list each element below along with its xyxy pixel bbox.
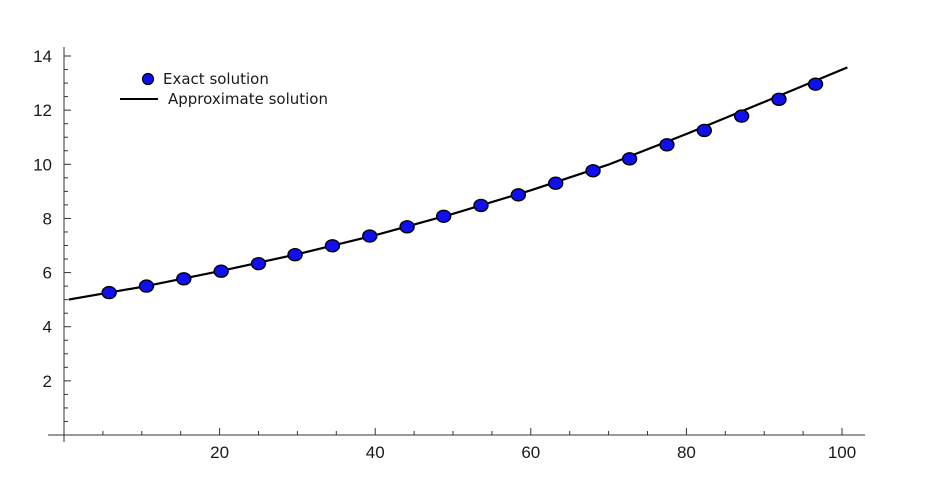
legend-label-approximate-solution: Approximate solution: [168, 90, 328, 108]
exact-solution-point: [435, 209, 452, 223]
x-tick-label: 60: [521, 443, 540, 462]
exact-solution-point: [547, 176, 564, 190]
y-tick-label: 6: [43, 264, 52, 283]
y-tick-label: 10: [33, 155, 52, 174]
exact-solution-point: [510, 188, 527, 202]
exact-solution-point: [771, 92, 787, 107]
legend-marker-exact-solution: [141, 72, 155, 86]
plot-area: [68, 66, 848, 301]
exact-solution-point: [585, 164, 601, 178]
exact-solution-point: [807, 77, 824, 91]
exact-solution-point: [324, 239, 341, 253]
exact-solution-point: [621, 152, 638, 166]
x-tick-label: 40: [366, 443, 385, 462]
legend-label-exact-solution: Exact solution: [163, 70, 269, 88]
exact-solution-point: [138, 279, 155, 293]
approximate-solution-line: [68, 66, 848, 301]
exact-solution-point: [362, 229, 378, 243]
axes: [48, 47, 865, 442]
y-axis-ticks: 2 4 6 8 10 12 14: [33, 47, 71, 422]
y-tick-label: 4: [43, 318, 52, 337]
legend: Exact solution Approximate solution: [120, 70, 328, 108]
y-tick-label: 14: [33, 47, 52, 66]
exact-solution-point: [399, 220, 415, 234]
exact-solution-point: [473, 198, 489, 213]
exact-solution-point: [733, 109, 750, 123]
exact-solution-point: [287, 248, 303, 262]
y-tick-label: 2: [43, 372, 52, 391]
x-tick-label: 20: [210, 443, 229, 462]
exact-solution-point: [696, 123, 712, 138]
y-tick-label: 12: [33, 101, 52, 120]
exact-solution-point: [101, 285, 117, 300]
x-axis-ticks: 20 40 60 80 100: [102, 428, 856, 462]
exact-solution-point: [659, 138, 675, 152]
exact-solution-point: [213, 264, 229, 278]
x-tick-label: 80: [677, 443, 696, 462]
y-tick-label: 8: [43, 209, 52, 228]
exact-solution-point: [176, 272, 192, 286]
exact-solution-point: [250, 256, 267, 271]
x-tick-label: 100: [828, 443, 856, 462]
